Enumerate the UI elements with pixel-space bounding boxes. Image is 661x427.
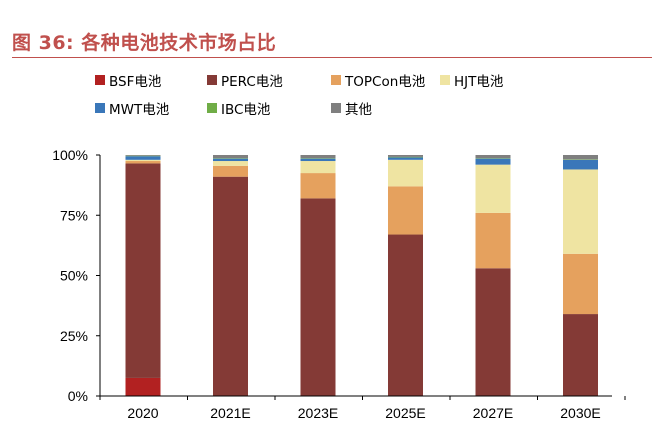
- bar-segment-2020-6: [125, 155, 161, 156]
- y-tick-label: 75%: [60, 207, 88, 223]
- legend-swatch: [440, 75, 450, 85]
- x-tick-label: 2020: [127, 405, 158, 421]
- bar-segment-2027e-3: [475, 164, 511, 213]
- x-tick-label: 2023E: [298, 405, 338, 421]
- legend-label: 其他: [345, 102, 372, 118]
- legend-item: HJT电池: [440, 70, 503, 90]
- bar-segment-2023e-3: [300, 161, 336, 174]
- bar-segment-2023e-1: [300, 198, 336, 396]
- bar-segment-2023e-2: [300, 173, 336, 199]
- bar-segment-2025e-6: [388, 155, 423, 157]
- bar-segment-2027e-1: [475, 268, 511, 396]
- bar-segment-2020-3: [125, 159, 161, 162]
- bar-segment-2027e-6: [475, 155, 511, 159]
- bar-segment-2025e-1: [388, 234, 423, 396]
- legend-item: IBC电池: [207, 98, 270, 118]
- x-tick-label: 2025E: [385, 405, 425, 421]
- legend-item: BSF电池: [95, 70, 161, 90]
- bar-segment-2030e-4: [563, 159, 598, 170]
- title-divider: [12, 57, 652, 58]
- y-tick-label: 0%: [68, 388, 88, 404]
- legend-swatch: [207, 103, 217, 113]
- legend-item: 其他: [331, 98, 372, 118]
- legend-label: IBC电池: [221, 102, 271, 118]
- y-tick-label: 50%: [60, 268, 88, 284]
- bar-segment-2021e-3: [213, 161, 248, 166]
- legend-swatch: [207, 75, 217, 85]
- bar-segment-2030e-6: [563, 155, 598, 160]
- y-tick-label: 25%: [60, 328, 88, 344]
- legend-swatch: [95, 75, 105, 85]
- bar-segment-2023e-4: [300, 158, 336, 162]
- bar-segment-2027e-4: [475, 158, 511, 165]
- bar-segment-2020-1: [125, 163, 161, 378]
- bar-segment-2021e-2: [213, 165, 248, 177]
- bar-segment-2020-2: [125, 161, 161, 164]
- bar-segment-2021e-6: [213, 155, 248, 159]
- legend-item: PERC电池: [207, 70, 283, 90]
- bar-segment-2023e-6: [300, 155, 336, 159]
- legend-item: TOPCon电池: [331, 70, 425, 90]
- bar-segment-2025e-2: [388, 186, 423, 235]
- bar-segment-2025e-4: [388, 157, 423, 160]
- y-tick-label: 100%: [52, 147, 88, 163]
- bar-segment-2030e-3: [563, 169, 598, 254]
- figure-title: 图 36: 各种电池技术市场占比: [12, 32, 277, 54]
- bar-segment-2021e-1: [213, 176, 248, 396]
- legend-swatch: [331, 75, 341, 85]
- legend-swatch: [95, 103, 105, 113]
- bar-segment-2025e-3: [388, 159, 423, 187]
- legend-label: MWT电池: [109, 102, 170, 118]
- x-tick-label: 2021E: [210, 405, 250, 421]
- legend-swatch: [331, 103, 341, 113]
- x-tick-label: 2030E: [560, 405, 600, 421]
- legend-item: MWT电池: [95, 98, 169, 118]
- bar-segment-2020-4: [125, 156, 161, 160]
- bar-segment-2030e-2: [563, 253, 598, 315]
- legend-label: TOPCon电池: [345, 74, 426, 90]
- x-tick-label: 2027E: [473, 405, 513, 421]
- bar-segment-2030e-1: [563, 314, 598, 396]
- bar-segment-2021e-4: [213, 158, 248, 162]
- legend-label: PERC电池: [221, 74, 283, 90]
- legend-label: HJT电池: [454, 74, 504, 90]
- legend-label: BSF电池: [109, 74, 162, 90]
- bar-segment-2027e-2: [475, 212, 511, 269]
- bar-segment-2020-0: [125, 377, 161, 396]
